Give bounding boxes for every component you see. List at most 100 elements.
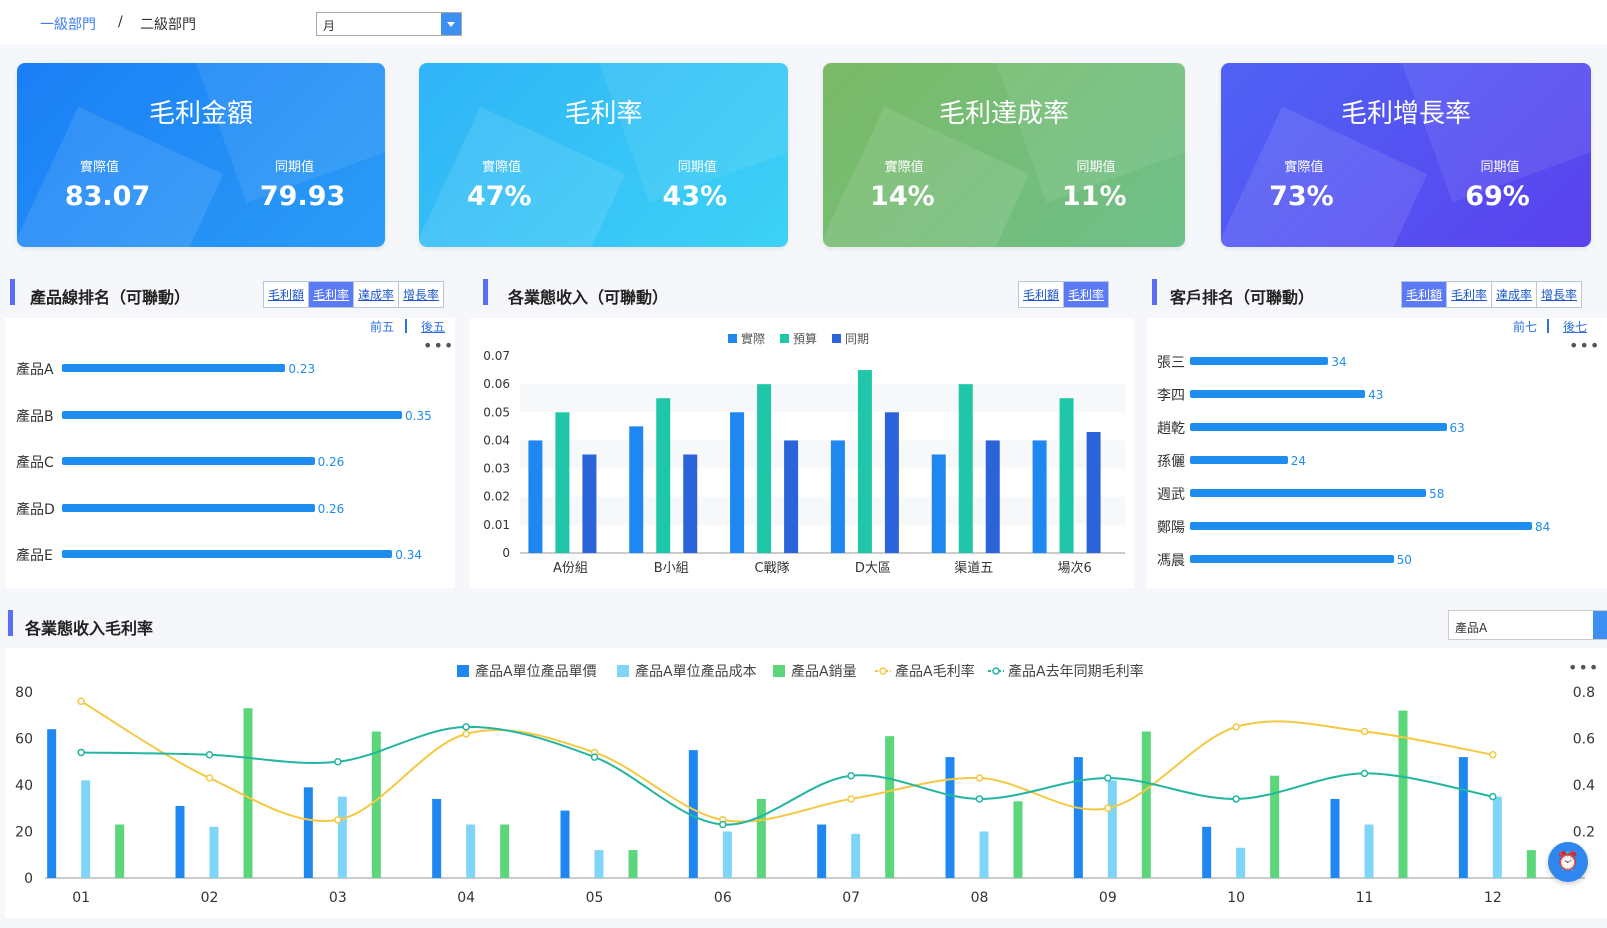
bar-mark[interactable]: [757, 384, 772, 553]
bar-mark[interactable]: [628, 850, 638, 878]
bar-mark[interactable]: [62, 457, 315, 465]
bar-mark[interactable]: [1190, 456, 1288, 464]
line-point[interactable]: [1104, 804, 1112, 812]
bar-mark[interactable]: [582, 454, 597, 554]
bar-mark[interactable]: [931, 454, 946, 554]
line-point[interactable]: [1489, 751, 1497, 759]
bottom-five-link[interactable]: 後五: [421, 320, 446, 334]
bar-mark[interactable]: [1107, 780, 1117, 878]
line-point[interactable]: [847, 795, 855, 803]
bar-mark[interactable]: [62, 550, 393, 558]
bar-mark[interactable]: [1032, 440, 1047, 553]
bar-mark[interactable]: [466, 824, 476, 878]
bar-mark[interactable]: [1190, 555, 1394, 563]
tab-0[interactable]: 毛利額: [1402, 282, 1448, 307]
bar-mark[interactable]: [817, 824, 827, 878]
bar-mark[interactable]: [1190, 489, 1427, 497]
line-point[interactable]: [1104, 774, 1112, 782]
bar-mark[interactable]: [1364, 824, 1374, 878]
legend-label[interactable]: 產品A毛利率: [895, 663, 975, 680]
legend-label[interactable]: 產品A銷量: [791, 663, 857, 680]
line-point[interactable]: [847, 771, 855, 780]
bar-mark[interactable]: [560, 810, 570, 878]
chevron-down-icon[interactable]: [441, 13, 461, 35]
bar-mark[interactable]: [885, 736, 895, 878]
bar-mark[interactable]: [1059, 398, 1074, 553]
line-point[interactable]: [1232, 795, 1240, 803]
bar-mark[interactable]: [730, 412, 745, 553]
line-point[interactable]: [1489, 792, 1497, 801]
line-point[interactable]: [77, 697, 85, 706]
tab-0[interactable]: 毛利額: [1019, 282, 1065, 307]
bar-mark[interactable]: [1190, 522, 1532, 530]
bar-mark[interactable]: [851, 833, 861, 878]
bar-mark[interactable]: [1013, 801, 1023, 878]
line-point[interactable]: [205, 751, 214, 759]
legend-label[interactable]: 產品A單位產品成本: [635, 663, 757, 680]
line-point[interactable]: [77, 748, 85, 757]
tab-1[interactable]: 毛利率: [1064, 282, 1109, 307]
bottom-seven-link[interactable]: 後七: [1563, 320, 1588, 334]
bar-mark[interactable]: [656, 398, 671, 553]
more-icon[interactable]: •••: [1568, 658, 1600, 677]
tab-3[interactable]: 增長率: [1541, 288, 1578, 302]
bar-mark[interactable]: [47, 729, 57, 878]
bar-mark[interactable]: [884, 412, 899, 553]
bar-mark[interactable]: [857, 370, 872, 553]
bar-mark[interactable]: [1236, 847, 1246, 878]
line-point[interactable]: [462, 723, 470, 731]
line-point[interactable]: [1360, 727, 1369, 736]
line-point[interactable]: [1232, 723, 1240, 731]
bar-mark[interactable]: [1492, 796, 1502, 878]
legend-label[interactable]: 實際: [741, 331, 765, 346]
more-icon[interactable]: •••: [423, 336, 455, 355]
bar-mark[interactable]: [62, 410, 402, 419]
bar-mark[interactable]: [1141, 731, 1151, 878]
breadcrumb-level2[interactable]: 二級部門: [140, 17, 196, 33]
more-icon[interactable]: •••: [1569, 336, 1601, 355]
alarm-icon[interactable]: ⏰: [1548, 842, 1588, 882]
bar-mark[interactable]: [784, 440, 799, 553]
bar-mark[interactable]: [555, 412, 570, 553]
bar-mark[interactable]: [1073, 757, 1083, 878]
legend-label[interactable]: 同期: [845, 332, 869, 346]
bar-mark[interactable]: [688, 750, 698, 878]
chevron-down-icon[interactable]: [1593, 611, 1607, 639]
bar-mark[interactable]: [629, 426, 644, 553]
line-point[interactable]: [975, 774, 984, 782]
legend-label[interactable]: 預算: [793, 331, 817, 346]
bar-mark[interactable]: [1086, 431, 1101, 553]
bar-mark[interactable]: [115, 824, 125, 878]
bar-mark[interactable]: [756, 798, 766, 878]
bar-mark[interactable]: [1190, 390, 1366, 398]
line-point[interactable]: [590, 753, 599, 761]
bar-mark[interactable]: [371, 731, 381, 878]
bar-mark[interactable]: [62, 503, 315, 512]
line-point[interactable]: [205, 774, 214, 782]
bar-mark[interactable]: [1330, 798, 1340, 878]
bar-mark[interactable]: [594, 850, 604, 878]
bar-mark[interactable]: [81, 780, 91, 878]
line-point[interactable]: [975, 795, 984, 803]
tab-0[interactable]: 毛利額: [264, 282, 310, 307]
tab-2[interactable]: 達成率: [1492, 282, 1538, 307]
bar-mark[interactable]: [500, 824, 510, 878]
bar-mark[interactable]: [683, 454, 698, 554]
bar-mark[interactable]: [1526, 850, 1536, 878]
line-point[interactable]: [719, 820, 727, 829]
bar-mark[interactable]: [528, 440, 543, 553]
breadcrumb-level1[interactable]: 一級部門: [40, 17, 96, 33]
kpi-card[interactable]: 毛利率 實際值 同期值 47% 43%: [419, 63, 788, 247]
top-seven-link[interactable]: 前七: [1513, 320, 1538, 334]
tab-1[interactable]: 毛利率: [1447, 282, 1493, 307]
kpi-card[interactable]: 毛利金額 實際值 同期值 83.07 79.93: [17, 63, 385, 247]
bar-mark[interactable]: [1270, 775, 1280, 878]
bar-mark[interactable]: [985, 440, 1000, 553]
tab-1[interactable]: 毛利率: [309, 282, 355, 307]
bar-mark[interactable]: [337, 796, 347, 878]
bar-mark[interactable]: [1202, 826, 1212, 878]
product-select[interactable]: 產品A: [1448, 610, 1607, 640]
bar-mark[interactable]: [209, 826, 219, 878]
bar-mark[interactable]: [979, 831, 989, 879]
line-point[interactable]: [1360, 769, 1369, 778]
